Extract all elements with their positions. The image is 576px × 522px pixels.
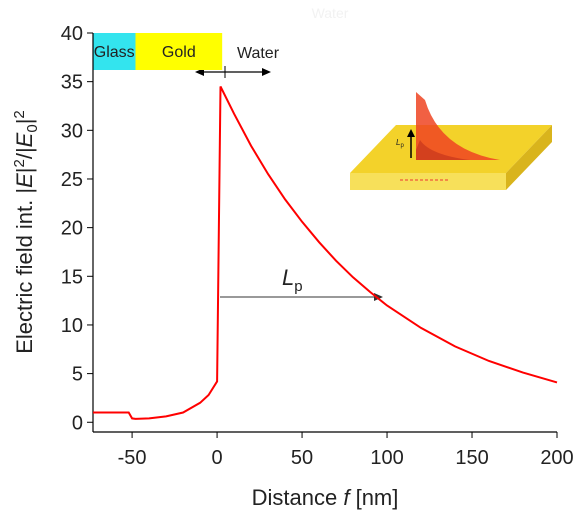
y-tick-label: 20 [61,218,83,240]
field-core [416,140,470,160]
x-axis-label: Distance f [nm] [252,485,399,510]
y-tick-label: 10 [61,315,83,337]
xlabel-part: [nm] [349,485,398,510]
series-line [93,86,558,420]
ylabel-part: E [12,173,37,188]
y-tick-label: 5 [72,364,83,386]
xlabel-part: f [343,485,352,510]
x-tick-label: 0 [212,447,223,469]
y-tick-label: 35 [61,72,83,94]
inset-arrowhead [407,129,415,137]
region-label: Glass [94,44,135,61]
plot: Glass Gold 0 5 10 15 20 25 30 35 40 -50 0 50 100 150 200 [61,23,574,469]
xlabel-part: Distance [252,485,344,510]
water-label: Water [237,45,280,62]
region [135,33,223,70]
x-tick-label: 100 [370,447,403,469]
y-tick-label: 15 [61,266,83,288]
y-tick-label: 40 [61,23,83,45]
lp-arrowhead [374,293,383,301]
arrowhead-right [262,68,271,76]
chart-title: Water [312,5,349,21]
slab-front [350,173,506,190]
inset-label-main: L [396,138,400,147]
slab-side [506,125,552,190]
region-label: Gold [162,44,196,61]
lp-main: L [282,265,294,290]
y-tick-label: 30 [61,120,83,142]
ylabel-part: E [12,132,37,147]
x-tick-label: 150 [455,447,488,469]
x-tick-label: -50 [118,447,147,469]
inset-label-sub: p [400,143,404,149]
lp-label: Lp [282,265,303,295]
y-tick-label: 0 [72,412,83,434]
ylabel-part: | [12,167,37,173]
region [93,33,136,70]
x-tick-label: 200 [540,447,573,469]
ylabel-part: /| [12,147,37,159]
inset-label: Lp [396,138,404,149]
inset: Lp [350,92,552,190]
ylabel-part: 2 [11,159,28,167]
x-tick-label: 50 [291,447,313,469]
field-decay [416,92,500,160]
ylabel-part: | [12,119,37,125]
ylabel-part: 2 [11,110,28,118]
y-axis-label: Electric field int. |E|2/|E0|2 [11,110,41,354]
ylabel-part: Electric field int. | [12,188,37,354]
lp-sub: p [294,278,302,295]
ylabel-part: 0 [24,124,41,132]
y-tick-label: 25 [61,169,83,191]
